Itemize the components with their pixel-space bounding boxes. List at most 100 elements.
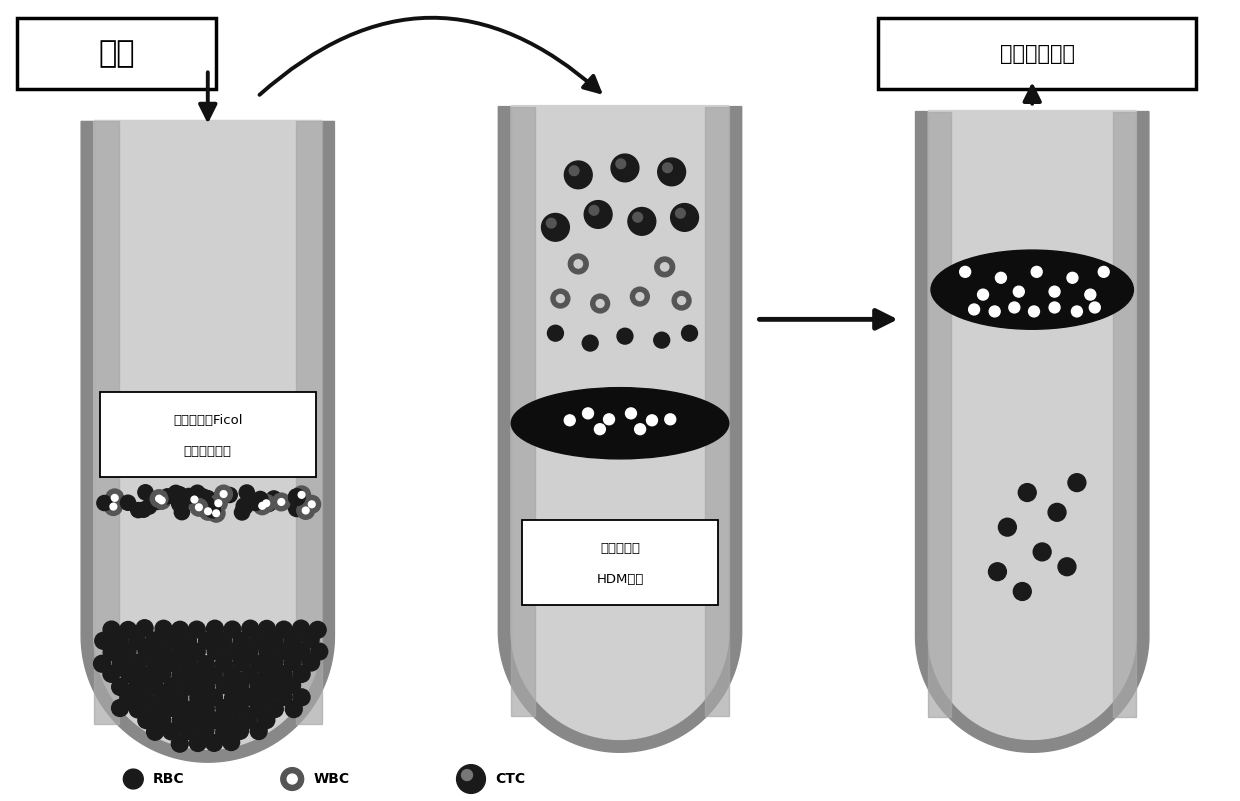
Circle shape [996,272,1007,284]
Circle shape [677,296,686,304]
Circle shape [288,774,298,784]
Circle shape [136,620,153,637]
Text: 第二次纯化: 第二次纯化 [600,542,640,555]
Circle shape [1066,272,1078,284]
Polygon shape [81,122,335,763]
Circle shape [164,655,180,672]
Circle shape [267,632,283,649]
Circle shape [583,335,598,351]
Circle shape [216,677,233,694]
Circle shape [239,485,254,500]
Circle shape [103,666,120,682]
Circle shape [456,765,485,793]
Circle shape [233,654,250,670]
Circle shape [169,485,184,501]
Circle shape [303,631,319,648]
Circle shape [172,642,188,659]
Circle shape [206,689,222,706]
Circle shape [630,288,650,306]
Circle shape [960,267,971,277]
Circle shape [616,159,626,169]
Circle shape [289,500,305,517]
Circle shape [636,292,644,300]
Circle shape [190,690,207,706]
Circle shape [242,666,258,683]
Circle shape [233,633,250,650]
Circle shape [119,643,136,660]
Circle shape [568,254,588,274]
Circle shape [253,497,272,515]
Circle shape [604,414,615,425]
Circle shape [249,494,264,509]
Circle shape [200,490,216,505]
Circle shape [222,488,237,502]
Circle shape [273,493,290,511]
Circle shape [298,492,305,498]
Circle shape [146,700,164,717]
Circle shape [146,723,164,740]
Circle shape [123,769,144,789]
Circle shape [206,503,221,518]
Circle shape [108,497,123,512]
Circle shape [1033,543,1052,561]
Circle shape [162,632,180,649]
Circle shape [188,622,206,638]
Circle shape [267,491,281,506]
Circle shape [968,304,980,315]
Text: RBC: RBC [154,772,185,786]
Circle shape [146,655,164,672]
Circle shape [625,408,636,419]
Circle shape [97,496,112,510]
Circle shape [195,489,211,504]
Circle shape [311,643,327,660]
Circle shape [181,678,198,695]
Circle shape [293,486,310,504]
Circle shape [224,690,242,706]
Circle shape [564,161,593,189]
Circle shape [216,655,232,672]
Circle shape [241,711,257,728]
Circle shape [188,643,205,660]
Circle shape [120,690,136,706]
Circle shape [596,300,604,308]
Circle shape [153,492,171,509]
Circle shape [309,501,315,508]
Circle shape [547,219,556,228]
Ellipse shape [511,388,729,459]
Circle shape [164,678,181,694]
Circle shape [253,491,268,506]
Circle shape [632,212,642,222]
Circle shape [293,666,310,682]
Circle shape [120,495,135,510]
FancyBboxPatch shape [878,18,1197,89]
Circle shape [584,200,613,228]
Circle shape [551,289,570,308]
Circle shape [671,203,698,231]
Circle shape [190,712,207,729]
Circle shape [289,490,304,505]
Circle shape [1089,302,1100,313]
Circle shape [180,723,197,739]
Circle shape [120,666,138,682]
Circle shape [172,711,190,728]
Circle shape [221,491,227,497]
Circle shape [103,644,120,661]
Circle shape [1009,302,1019,313]
Circle shape [234,505,249,520]
Circle shape [156,495,162,502]
Circle shape [646,415,657,426]
Circle shape [289,489,305,505]
Circle shape [112,699,129,716]
Circle shape [275,666,293,682]
Circle shape [171,495,188,512]
Circle shape [259,666,275,683]
Circle shape [589,205,599,215]
Circle shape [461,770,472,780]
Circle shape [215,632,232,649]
Circle shape [241,644,258,661]
Circle shape [155,620,172,637]
FancyBboxPatch shape [522,520,718,606]
Circle shape [672,291,691,310]
Circle shape [155,689,171,706]
Circle shape [224,643,241,660]
